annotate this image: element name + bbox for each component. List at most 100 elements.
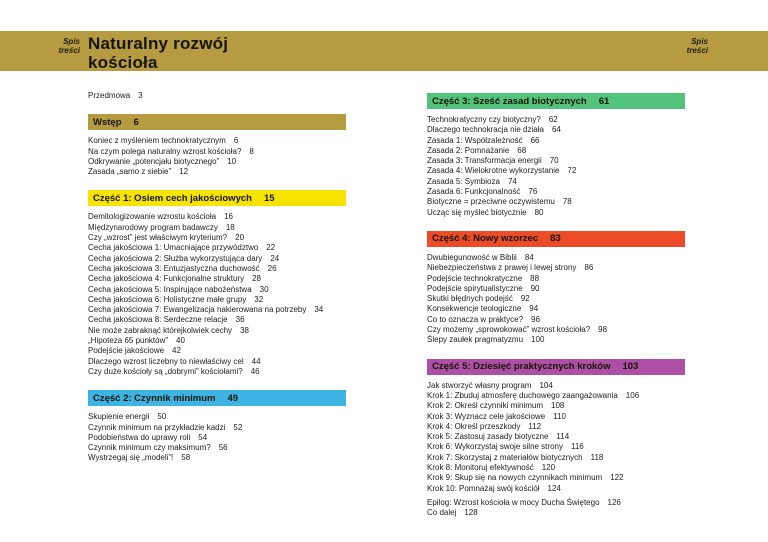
section-heading-label: Część 2: Czynnik minimum	[93, 392, 216, 404]
toc-entry: Dlaczego technokracja nie działa 64	[427, 125, 685, 135]
toc-entry-label: Krok 1: Zbuduj atmosferę duchowego zaang…	[427, 390, 618, 400]
toc-entry-label: Epilog: Wzrost kościoła w mocy Ducha Świ…	[427, 497, 600, 507]
toc-entry: Zasada 5: Symbioza 74	[427, 177, 685, 187]
toc-entry-page: 20	[235, 233, 245, 243]
toc-entry-page: 122	[610, 473, 624, 483]
toc-entry: Cecha jakościowa 6: Holistyczne małe gru…	[88, 295, 346, 305]
toc-entry-label: Demitologizowanie wzrostu kościoła	[88, 212, 217, 222]
toc-entry-page: 52	[233, 422, 243, 432]
toc-entry: Międzynarodowy program badawczy 18	[88, 223, 346, 233]
section-entries: Dwubiegunowość w Biblii 84 Niebezpieczeńst…	[427, 253, 685, 346]
toc-entry: Cecha jakościowa 7: Ewangelizacja nakier…	[88, 305, 346, 315]
toc-entry-page: 76	[528, 187, 538, 197]
section-heading-page: 83	[550, 233, 561, 245]
toc-entry-page: 68	[517, 145, 527, 155]
toc-entry-page: 30	[259, 284, 269, 294]
toc-entry-page: 54	[198, 432, 208, 442]
toc-entry-label: Krok 8: Monitoruj efektywność	[427, 463, 534, 473]
toc-entry-label: Zasada 3: Transformacja energii	[427, 156, 542, 166]
section-entries: Koniec z myśleniem technokratycznym 6 Na c…	[88, 136, 346, 177]
toc-entry-label: Dlaczego wzrost liczebny to niewłaściwy …	[88, 356, 244, 366]
toc-entry: Cecha jakościowa 1: Umacniające przywódz…	[88, 243, 346, 253]
corner-label-left: Spis treści	[38, 37, 80, 55]
toc-entry-page: 12	[179, 167, 189, 177]
toc-entry-label: Krok 7: Skorzystaj z materiałów biotyczn…	[427, 452, 583, 462]
section-heading-bar: Część 3: Sześć zasad biotycznych 61	[427, 93, 685, 109]
toc-entry: Technokratyczny czy biotyczny? 62	[427, 115, 685, 125]
toc-column-left: Przedmowa 3 Wstęp 6 Koniec z myśleniem techn…	[88, 91, 346, 464]
toc-entry: Podejście technokratyczne 88	[427, 274, 685, 284]
toc-entry-label: Zasada 2: Pomnażanie	[427, 145, 510, 155]
section-heading-page: 61	[598, 95, 610, 107]
toc-entry-page: 108	[551, 401, 565, 411]
section-heading-label: Część 1: Osiem cech jakościowych	[93, 192, 252, 204]
toc-entry: Odkrywanie „potencjału biotycznego” 10	[88, 157, 346, 167]
toc-entry-label: Zasada 5: Symbioza	[427, 176, 500, 186]
toc-column-right: Część 3: Sześć zasad biotycznych 61 Techno…	[427, 93, 685, 519]
toc-entry-page: 120	[541, 463, 556, 473]
toc-entry: Zasada 1: Współzależność 66	[427, 136, 685, 146]
toc-entry: Czy możemy „sprowokować” wzrost kościoła…	[427, 325, 685, 335]
toc-entry: Demitologizowanie wzrostu kościoła 16	[88, 212, 346, 222]
toc-entry: Koniec z myśleniem technokratycznym 6	[88, 136, 346, 146]
toc-entry-page: 88	[530, 273, 540, 283]
section-heading-label: Wstęp	[93, 116, 122, 128]
toc-entry-label: Krok 2: Określ czynniki minimum	[427, 401, 544, 411]
toc-entry: Zasada 4: Wielokrotne wykorzystanie 72	[427, 166, 685, 176]
toc-entry-label: Międzynarodowy program badawczy	[88, 222, 218, 232]
toc-entry-page: 50	[157, 412, 167, 422]
toc-entry: Zasada „samo z siebie” 12	[88, 167, 346, 177]
corner-label-line2: treści	[58, 46, 80, 55]
toc-entry-label: Czynnik minimum czy maksimum?	[88, 443, 211, 453]
toc-entry-label: Cecha jakościowa 7: Ewangelizacja nakier…	[88, 305, 307, 315]
toc-entry: Dlaczego wzrost liczebny to niewłaściwy …	[88, 357, 346, 367]
toc-entry: Cecha jakościowa 4: Funkcjonalne struktu…	[88, 274, 346, 284]
section-heading-page: 6	[133, 116, 139, 128]
toc-entry: Podejście jakościowe 42	[88, 346, 346, 356]
toc-entry: Skutki błędnych podejść 92	[427, 294, 685, 304]
book-title: Naturalny rozwój kościoła	[88, 34, 229, 72]
toc-entry: Podobieństwa do uprawy roli 54	[88, 433, 346, 443]
toc-entry-page: 112	[528, 421, 542, 431]
toc-entry: Co to oznacza w praktyce? 96	[427, 315, 685, 325]
toc-entry-page: 44	[251, 356, 261, 366]
corner-label-line1: Spis	[691, 37, 708, 46]
toc-entry-page: 22	[266, 243, 276, 253]
toc-entry-page: 40	[176, 336, 185, 346]
toc-entry: Cecha jakościowa 3: Entuzjastyczna ducho…	[88, 264, 346, 274]
toc-entry: Podejście spirytualistyczne 90	[427, 284, 685, 294]
toc-entry-page: 72	[567, 166, 577, 176]
toc-entry-page: 56	[218, 443, 228, 453]
toc-entry-page: 96	[531, 314, 540, 324]
section-entries: Technokratyczny czy biotyczny? 62 Dlaczego…	[427, 115, 685, 218]
toc-entry: Konsekwencje teologiczne 94	[427, 304, 685, 314]
toc-entry-label: Podejście technokratyczne	[427, 273, 523, 283]
toc-entry-label: Krok 6: Wykorzystaj swoje silne strony	[427, 442, 563, 452]
toc-entry-page: 62	[548, 115, 558, 124]
corner-label-right: Spis treści	[666, 37, 708, 55]
toc-entry-label: Technokratyczny czy biotyczny?	[427, 115, 541, 124]
toc-entry: Krok 6: Wykorzystaj swoje silne strony 11…	[427, 442, 685, 452]
toc-entry: Krok 8: Monitoruj efektywność 120	[427, 463, 685, 473]
toc-entry: Krok 2: Określ czynniki minimum 108	[427, 401, 685, 411]
toc-entry: Na czym polega naturalny wzrost kościoła…	[88, 147, 346, 157]
section-entries: Jak stworzyć własny program 104 Krok 1: Zb…	[427, 381, 685, 519]
section-heading-bar: Część 1: Osiem cech jakościowych 15	[88, 190, 346, 207]
toc-entry: Nie może zabraknąć którejkolwiek cechy 38	[88, 326, 346, 336]
toc-entry-label: Co to oznacza w praktyce?	[427, 314, 524, 324]
toc-entry-label: Cecha jakościowa 1: Umacniające przywódz…	[88, 243, 259, 253]
section-heading-bar: Wstęp 6	[88, 114, 346, 131]
section-entries: Demitologizowanie wzrostu kościoła 16 Międ…	[88, 212, 346, 377]
toc-entry-label: Dwubiegunowość w Biblii	[427, 252, 517, 262]
toc-entry-label: Cecha jakościowa 8: Serdeczne relacje	[88, 315, 228, 325]
toc-entry: Cecha jakościowa 5: Inspirujące nabożeńs…	[88, 285, 346, 295]
toc-entry-label: Czy „wzrost” jest właściwym kryterium?	[88, 233, 228, 243]
toc-entry-label: Ślepy zaułek pragmatyzmu	[427, 335, 524, 345]
section-heading-page: 49	[227, 392, 239, 404]
toc-entry-label: Podejście spirytualistyczne	[427, 283, 523, 293]
toc-entry: Krok 7: Skorzystaj z materiałów biotyczn…	[427, 453, 685, 463]
section-heading-page: 103	[622, 361, 639, 373]
toc-entry: Krok 3: Wyznacz cele jakościowe 110	[427, 412, 685, 422]
toc-entry: Wystrzegaj się „modeli”! 58	[88, 453, 346, 463]
